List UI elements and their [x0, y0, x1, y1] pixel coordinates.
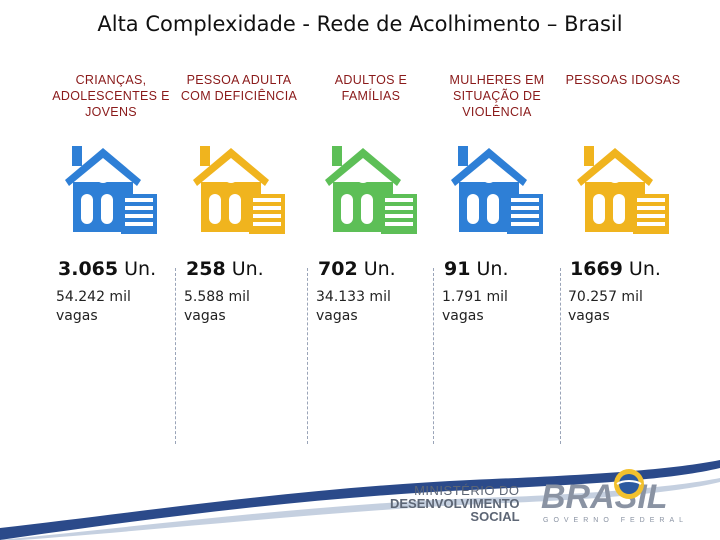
house-icon: [65, 146, 157, 234]
svg-text:GOVERNO FEDERAL: GOVERNO FEDERAL: [543, 517, 688, 524]
ministry-line-1: MINISTÉRIO DO: [414, 483, 520, 498]
svg-text:BRASIL: BRASIL: [541, 478, 668, 516]
vagas-count: 1.791 mil vagas: [442, 289, 508, 324]
house-icon: [577, 146, 669, 234]
column-divider: [433, 268, 434, 444]
category-label: ADULTOS E FAMÍLIAS: [334, 73, 408, 103]
units-count: 3.065 Un.: [58, 258, 157, 280]
footer-swoosh-graphic: [0, 460, 720, 540]
category-column-idosos: PESSOAS IDOSAS 1669 Un. 70.257 mil vagas: [560, 72, 686, 326]
house-icon: [325, 146, 417, 234]
vagas-count: 34.133 mil vagas: [316, 289, 391, 324]
vagas-count: 70.257 mil vagas: [568, 289, 643, 324]
house-icon: [451, 146, 543, 234]
ministry-logo-text: MINISTÉRIO DO DESENVOLVIMENTO SOCIAL: [390, 484, 520, 523]
category-label: PESSOAS IDOSAS: [565, 73, 681, 87]
column-divider: [175, 268, 176, 444]
column-divider: [560, 268, 561, 444]
category-label: CRIANÇAS, ADOLESCENTES E JOVENS: [52, 73, 170, 119]
category-column-criancas: CRIANÇAS, ADOLESCENTES E JOVENS 3.065 Un…: [48, 72, 174, 326]
units-count: 258 Un.: [186, 258, 264, 280]
column-divider: [307, 268, 308, 444]
vagas-count: 5.588 mil vagas: [184, 289, 250, 324]
category-label: MULHERES EM SITUAÇÃO DE VIOLÊNCIA: [449, 73, 545, 119]
ministry-line-3: SOCIAL: [470, 509, 520, 524]
units-count: 91 Un.: [444, 258, 509, 280]
units-count: 702 Un.: [318, 258, 396, 280]
units-count: 1669 Un.: [570, 258, 661, 280]
vagas-count: 54.242 mil vagas: [56, 289, 131, 324]
category-column-adultos: ADULTOS E FAMÍLIAS 702 Un. 34.133 mil va…: [308, 72, 434, 326]
page-title: Alta Complexidade - Rede de Acolhimento …: [97, 12, 623, 36]
house-icon: [193, 146, 285, 234]
category-label: PESSOA ADULTA COM DEFICIÊNCIA: [180, 73, 298, 103]
category-column-deficiencia: PESSOA ADULTA COM DEFICIÊNCIA 258 Un. 5.…: [176, 72, 302, 326]
brasil-government-logo: BRASIL GOVERNO FEDERAL: [541, 469, 688, 524]
ministry-line-2: DESENVOLVIMENTO: [390, 496, 520, 511]
category-column-mulheres: MULHERES EM SITUAÇÃO DE VIOLÊNCIA 91 Un.…: [434, 72, 560, 326]
